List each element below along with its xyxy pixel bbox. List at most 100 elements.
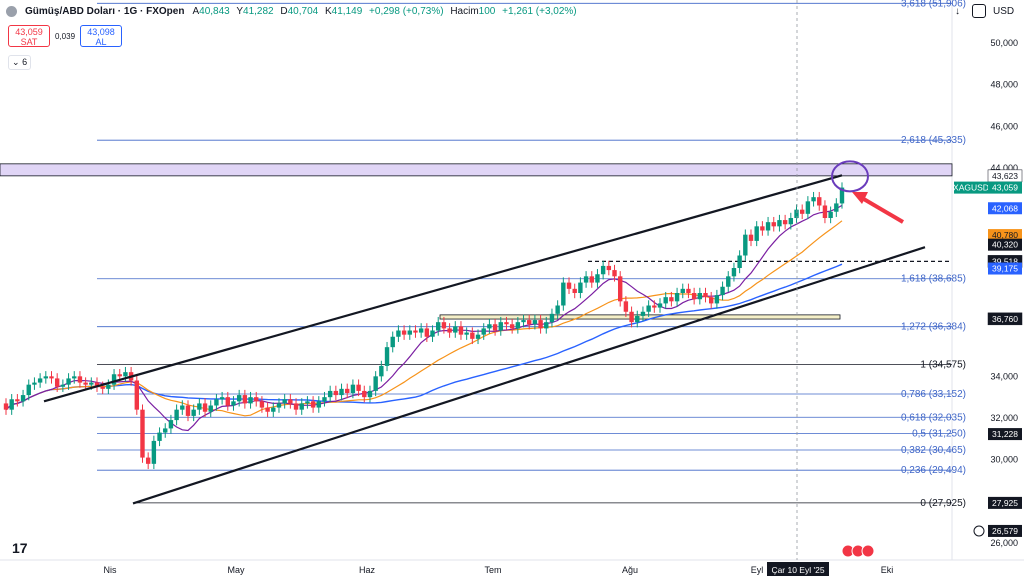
candle-body — [464, 332, 469, 335]
candle-body — [828, 211, 833, 218]
candle-body — [834, 203, 839, 212]
fib-level-label: 1 (34,575) — [920, 359, 966, 370]
price-tag-label: 31,228 — [992, 429, 1018, 439]
crosshair-date-label: Çar 10 Eyl '25 — [771, 565, 824, 575]
y-tick-label: 32,000 — [990, 413, 1018, 423]
ma-slow-line — [5, 263, 843, 411]
candle-body — [765, 222, 771, 231]
price-tag-label: 43,623 — [992, 171, 1018, 181]
candle-body — [66, 378, 71, 385]
candle-body — [515, 322, 521, 329]
candle-body — [3, 403, 9, 410]
candle-body — [589, 276, 594, 283]
candle-body — [640, 311, 646, 316]
candle-body — [475, 334, 481, 339]
scroll-down-icon[interactable]: ↓ — [955, 6, 960, 17]
candle-body — [629, 311, 634, 323]
candle-body — [60, 384, 66, 387]
candle-body — [390, 336, 395, 348]
annotation-arrow-head — [852, 192, 868, 204]
candle-body — [106, 384, 111, 389]
candle-body — [708, 297, 714, 304]
crosshair-date-tag — [767, 562, 829, 576]
symbol-icon — [6, 6, 17, 17]
fib-level-label: 3,618 (51,906) — [901, 0, 966, 9]
indicators-toggle[interactable]: ⌄ 6 — [8, 55, 32, 70]
candle-body — [788, 218, 794, 225]
candle-body — [299, 403, 304, 410]
fib-level-label: 0,5 (31,250) — [912, 429, 966, 440]
fullscreen-icon[interactable] — [972, 4, 986, 18]
candle-body — [185, 405, 191, 416]
candle-body — [242, 395, 248, 404]
candle-body — [663, 297, 668, 304]
price-tag — [988, 202, 1022, 215]
candle-body — [811, 197, 816, 202]
candle-body — [20, 395, 26, 402]
candle-body — [600, 265, 606, 275]
candle-body — [339, 388, 344, 396]
sell-button[interactable]: 43,059 SAT — [8, 25, 50, 47]
candle-body — [305, 401, 310, 404]
candle-body — [686, 288, 691, 293]
candle-body — [9, 399, 14, 410]
price-tag-label: 36,760 — [992, 314, 1018, 324]
fib-level-label: 0,618 (32,035) — [901, 412, 966, 423]
close-value: 41,149 — [331, 6, 363, 17]
candle-body — [413, 330, 418, 333]
candle-body — [760, 226, 765, 231]
candle-body — [794, 209, 799, 218]
candle-body — [714, 295, 720, 304]
price-tag — [988, 428, 1022, 441]
candle-body — [527, 320, 532, 325]
symbol-title[interactable]: Gümüş/ABD Doları · 1G · FXOpen — [25, 6, 185, 17]
add-alert-icon — [973, 525, 985, 537]
candle-body — [509, 324, 515, 329]
fib-level-label: 0,236 (29,494) — [901, 465, 966, 476]
chevron-down-icon: ⌄ — [12, 57, 20, 67]
price-tag — [988, 229, 1022, 242]
candle-body — [236, 395, 242, 402]
x-tick-label: Tem — [484, 565, 501, 575]
channel-upper-line — [43, 174, 843, 403]
currency-selector[interactable]: USD — [993, 6, 1015, 17]
fib-level-label: 1,618 (38,685) — [901, 274, 966, 285]
candle-body — [822, 205, 828, 218]
buy-label: AL — [95, 37, 107, 47]
candle-body — [37, 378, 43, 383]
candle-body — [49, 376, 54, 379]
candle-body — [561, 282, 566, 306]
indicators-count: 6 — [22, 57, 28, 67]
candle-body — [145, 457, 151, 464]
price-tag — [988, 312, 1022, 325]
candle-body — [134, 380, 140, 410]
candle-body — [481, 328, 486, 335]
candle-body — [327, 390, 333, 398]
candle-body — [163, 428, 168, 433]
candle-body — [117, 374, 122, 377]
candle-body — [680, 288, 685, 293]
candle-body — [498, 322, 503, 331]
candle-body — [583, 276, 589, 283]
volume-change: +1,261 (+3,02%) — [502, 6, 577, 17]
candle-body — [191, 409, 196, 416]
candle-body — [731, 268, 737, 277]
candle-body — [168, 420, 174, 429]
candle-body — [799, 209, 805, 214]
candle-body — [100, 386, 105, 389]
candle-body — [26, 384, 31, 396]
candle-body — [674, 293, 680, 302]
candle-body — [703, 293, 708, 298]
buy-button[interactable]: 43,098 AL — [80, 25, 122, 47]
candle-body — [322, 397, 327, 402]
y-tick-label: 48,000 — [990, 80, 1018, 90]
candle-body — [805, 201, 811, 214]
candle-body — [157, 432, 162, 441]
candle-body — [555, 305, 560, 314]
candle-body — [43, 376, 49, 379]
candle-body — [288, 399, 293, 404]
candle-body — [782, 220, 788, 225]
candle-body — [282, 399, 287, 404]
candle-body — [436, 322, 441, 331]
